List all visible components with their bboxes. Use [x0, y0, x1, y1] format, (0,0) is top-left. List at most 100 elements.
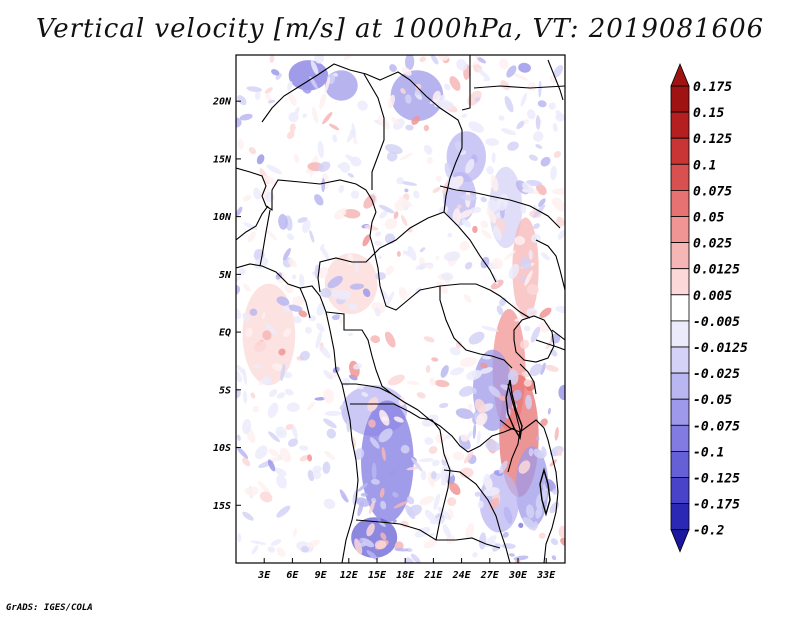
velocity-cell [518, 522, 524, 529]
velocity-cell [425, 365, 431, 373]
velocity-cell [354, 538, 363, 555]
velocity-cell [461, 218, 472, 228]
velocity-cell [391, 117, 400, 125]
velocity-cell [520, 92, 528, 107]
velocity-cell [384, 331, 396, 348]
velocity-cell [432, 90, 441, 103]
velocity-cell [286, 233, 294, 241]
velocity-cell [523, 119, 529, 124]
velocity-cell [522, 516, 537, 531]
velocity-cell [460, 357, 478, 367]
velocity-cell [556, 216, 565, 227]
velocity-cell [339, 489, 349, 503]
velocity-cell [520, 203, 527, 214]
velocity-cell [242, 390, 248, 404]
velocity-cell [420, 470, 427, 481]
velocity-cell [267, 402, 279, 418]
x-tick-label: 24E [452, 570, 472, 581]
velocity-cell [447, 232, 453, 238]
velocity-cell [547, 407, 552, 415]
velocity-cell [284, 283, 294, 294]
velocity-cell [316, 302, 325, 316]
velocity-cell [347, 302, 358, 311]
velocity-cell [468, 403, 473, 411]
velocity-cell [520, 275, 527, 283]
velocity-cell [538, 198, 546, 208]
velocity-cell [429, 377, 436, 387]
velocity-cell [508, 553, 515, 557]
velocity-cell [271, 69, 280, 76]
velocity-cell [393, 416, 404, 423]
velocity-blob [361, 400, 414, 523]
velocity-cell [362, 234, 371, 247]
velocity-cell [456, 59, 468, 71]
velocity-cell [431, 357, 439, 362]
velocity-cell [294, 107, 300, 115]
velocity-cell [350, 156, 362, 167]
velocity-cell [236, 434, 241, 442]
velocity-cell [394, 200, 406, 211]
velocity-cell [463, 294, 472, 303]
velocity-cell [291, 423, 298, 440]
velocity-cell [443, 83, 451, 91]
velocity-cell [306, 168, 311, 174]
velocity-cell [321, 246, 330, 261]
velocity-cell [413, 190, 420, 199]
colorbar-band [670, 242, 690, 270]
velocity-cell [312, 470, 322, 480]
velocity-cell [392, 491, 399, 498]
velocity-cell [455, 341, 462, 349]
colorbar-band [670, 398, 690, 426]
velocity-cell [392, 519, 397, 523]
velocity-cell [415, 83, 422, 90]
velocity-cell [406, 496, 415, 505]
velocity-cell [315, 331, 322, 349]
velocity-cell [360, 537, 375, 548]
velocity-cell [398, 196, 413, 207]
velocity-cell [332, 134, 338, 143]
border-line [547, 59, 564, 101]
velocity-cell [357, 100, 368, 111]
velocity-cell [266, 164, 282, 175]
velocity-cell [353, 363, 362, 370]
country-borders [236, 55, 565, 563]
velocity-cell [440, 365, 449, 378]
velocity-cell [307, 469, 315, 482]
velocity-cell [557, 230, 565, 240]
y-tick-label: 5N [219, 270, 232, 281]
velocity-cell [406, 250, 412, 257]
velocity-cell [311, 106, 319, 124]
velocity-cell [477, 500, 484, 509]
velocity-cell [479, 367, 493, 374]
velocity-cell [347, 332, 354, 337]
velocity-cell [314, 397, 327, 401]
velocity-cell [548, 102, 556, 110]
velocity-cell [379, 409, 390, 426]
velocity-cell [533, 131, 544, 142]
velocity-cell [545, 364, 559, 372]
velocity-cell [507, 141, 519, 151]
velocity-cell [419, 458, 435, 463]
y-tick-label: 10N [213, 212, 232, 223]
velocity-cell [255, 445, 268, 460]
velocity-cell [485, 138, 499, 146]
velocity-cell [463, 451, 474, 464]
velocity-cell [317, 140, 324, 159]
velocity-cell [370, 335, 381, 344]
velocity-cell [236, 308, 242, 320]
velocity-cell [321, 178, 326, 193]
velocity-cell [262, 330, 272, 341]
velocity-cell [276, 474, 288, 489]
velocity-cell [444, 466, 455, 477]
velocity-cell [499, 58, 509, 70]
y-tick-label: 15N [213, 154, 232, 165]
velocity-cell [478, 532, 487, 550]
velocity-cell [250, 540, 267, 545]
velocity-cell [339, 403, 347, 410]
border-line [439, 185, 561, 229]
velocity-cell [555, 113, 565, 122]
velocity-cell [299, 445, 309, 451]
y-tick-label: EQ [219, 328, 231, 339]
velocity-cell [419, 56, 427, 62]
colorbar-label: -0.1 [693, 445, 724, 460]
